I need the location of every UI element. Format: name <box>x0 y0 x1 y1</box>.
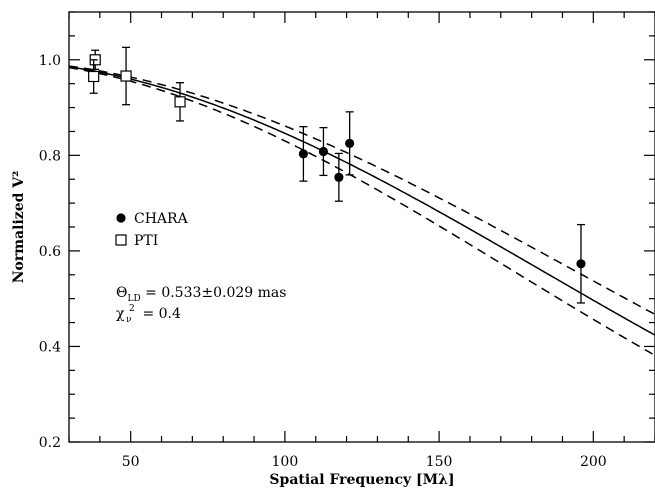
y-tick-label: 0.6 <box>39 244 61 260</box>
pti-point <box>174 96 186 108</box>
legend-label-chara: CHARA <box>134 211 189 227</box>
chara-point <box>576 259 586 269</box>
y-tick-label: 0.8 <box>39 148 61 164</box>
legend-marker-chara <box>116 213 126 223</box>
model-lower-bound <box>68 65 655 316</box>
chara-point <box>334 172 344 182</box>
x-axis-label: Spatial Frequency [Mλ] <box>269 472 454 488</box>
pti-point <box>88 70 100 83</box>
chara-point <box>318 146 329 157</box>
y-axis-label: Normalized V² <box>11 171 27 284</box>
legend: CHARA PTI <box>115 211 189 249</box>
model-curves <box>68 65 655 356</box>
chara-point <box>345 138 355 148</box>
legend-label-pti: PTI <box>134 233 158 249</box>
x-tick-label: 50 <box>122 454 140 470</box>
theta-annotation: ΘLD = 0.533±0.029 mas <box>116 285 286 304</box>
y-tick-label: 1.0 <box>39 53 61 69</box>
y-tick-label: 0.2 <box>39 435 61 451</box>
model-best-fit <box>68 66 655 336</box>
y-tick-label: 0.4 <box>39 339 61 355</box>
data-points <box>88 46 586 304</box>
tick-labels: 50 100 150 200 0.2 0.4 0.6 0.8 1.0 <box>39 53 607 470</box>
pti-point <box>120 70 132 82</box>
x-tick-label: 100 <box>272 454 299 470</box>
legend-marker-pti <box>115 234 127 246</box>
plot-frame <box>68 11 655 443</box>
x-tick-label: 200 <box>580 454 607 470</box>
axis-ticks <box>68 11 655 443</box>
model-upper-bound <box>68 66 655 356</box>
x-tick-label: 150 <box>426 454 453 470</box>
chara-point <box>298 149 308 159</box>
